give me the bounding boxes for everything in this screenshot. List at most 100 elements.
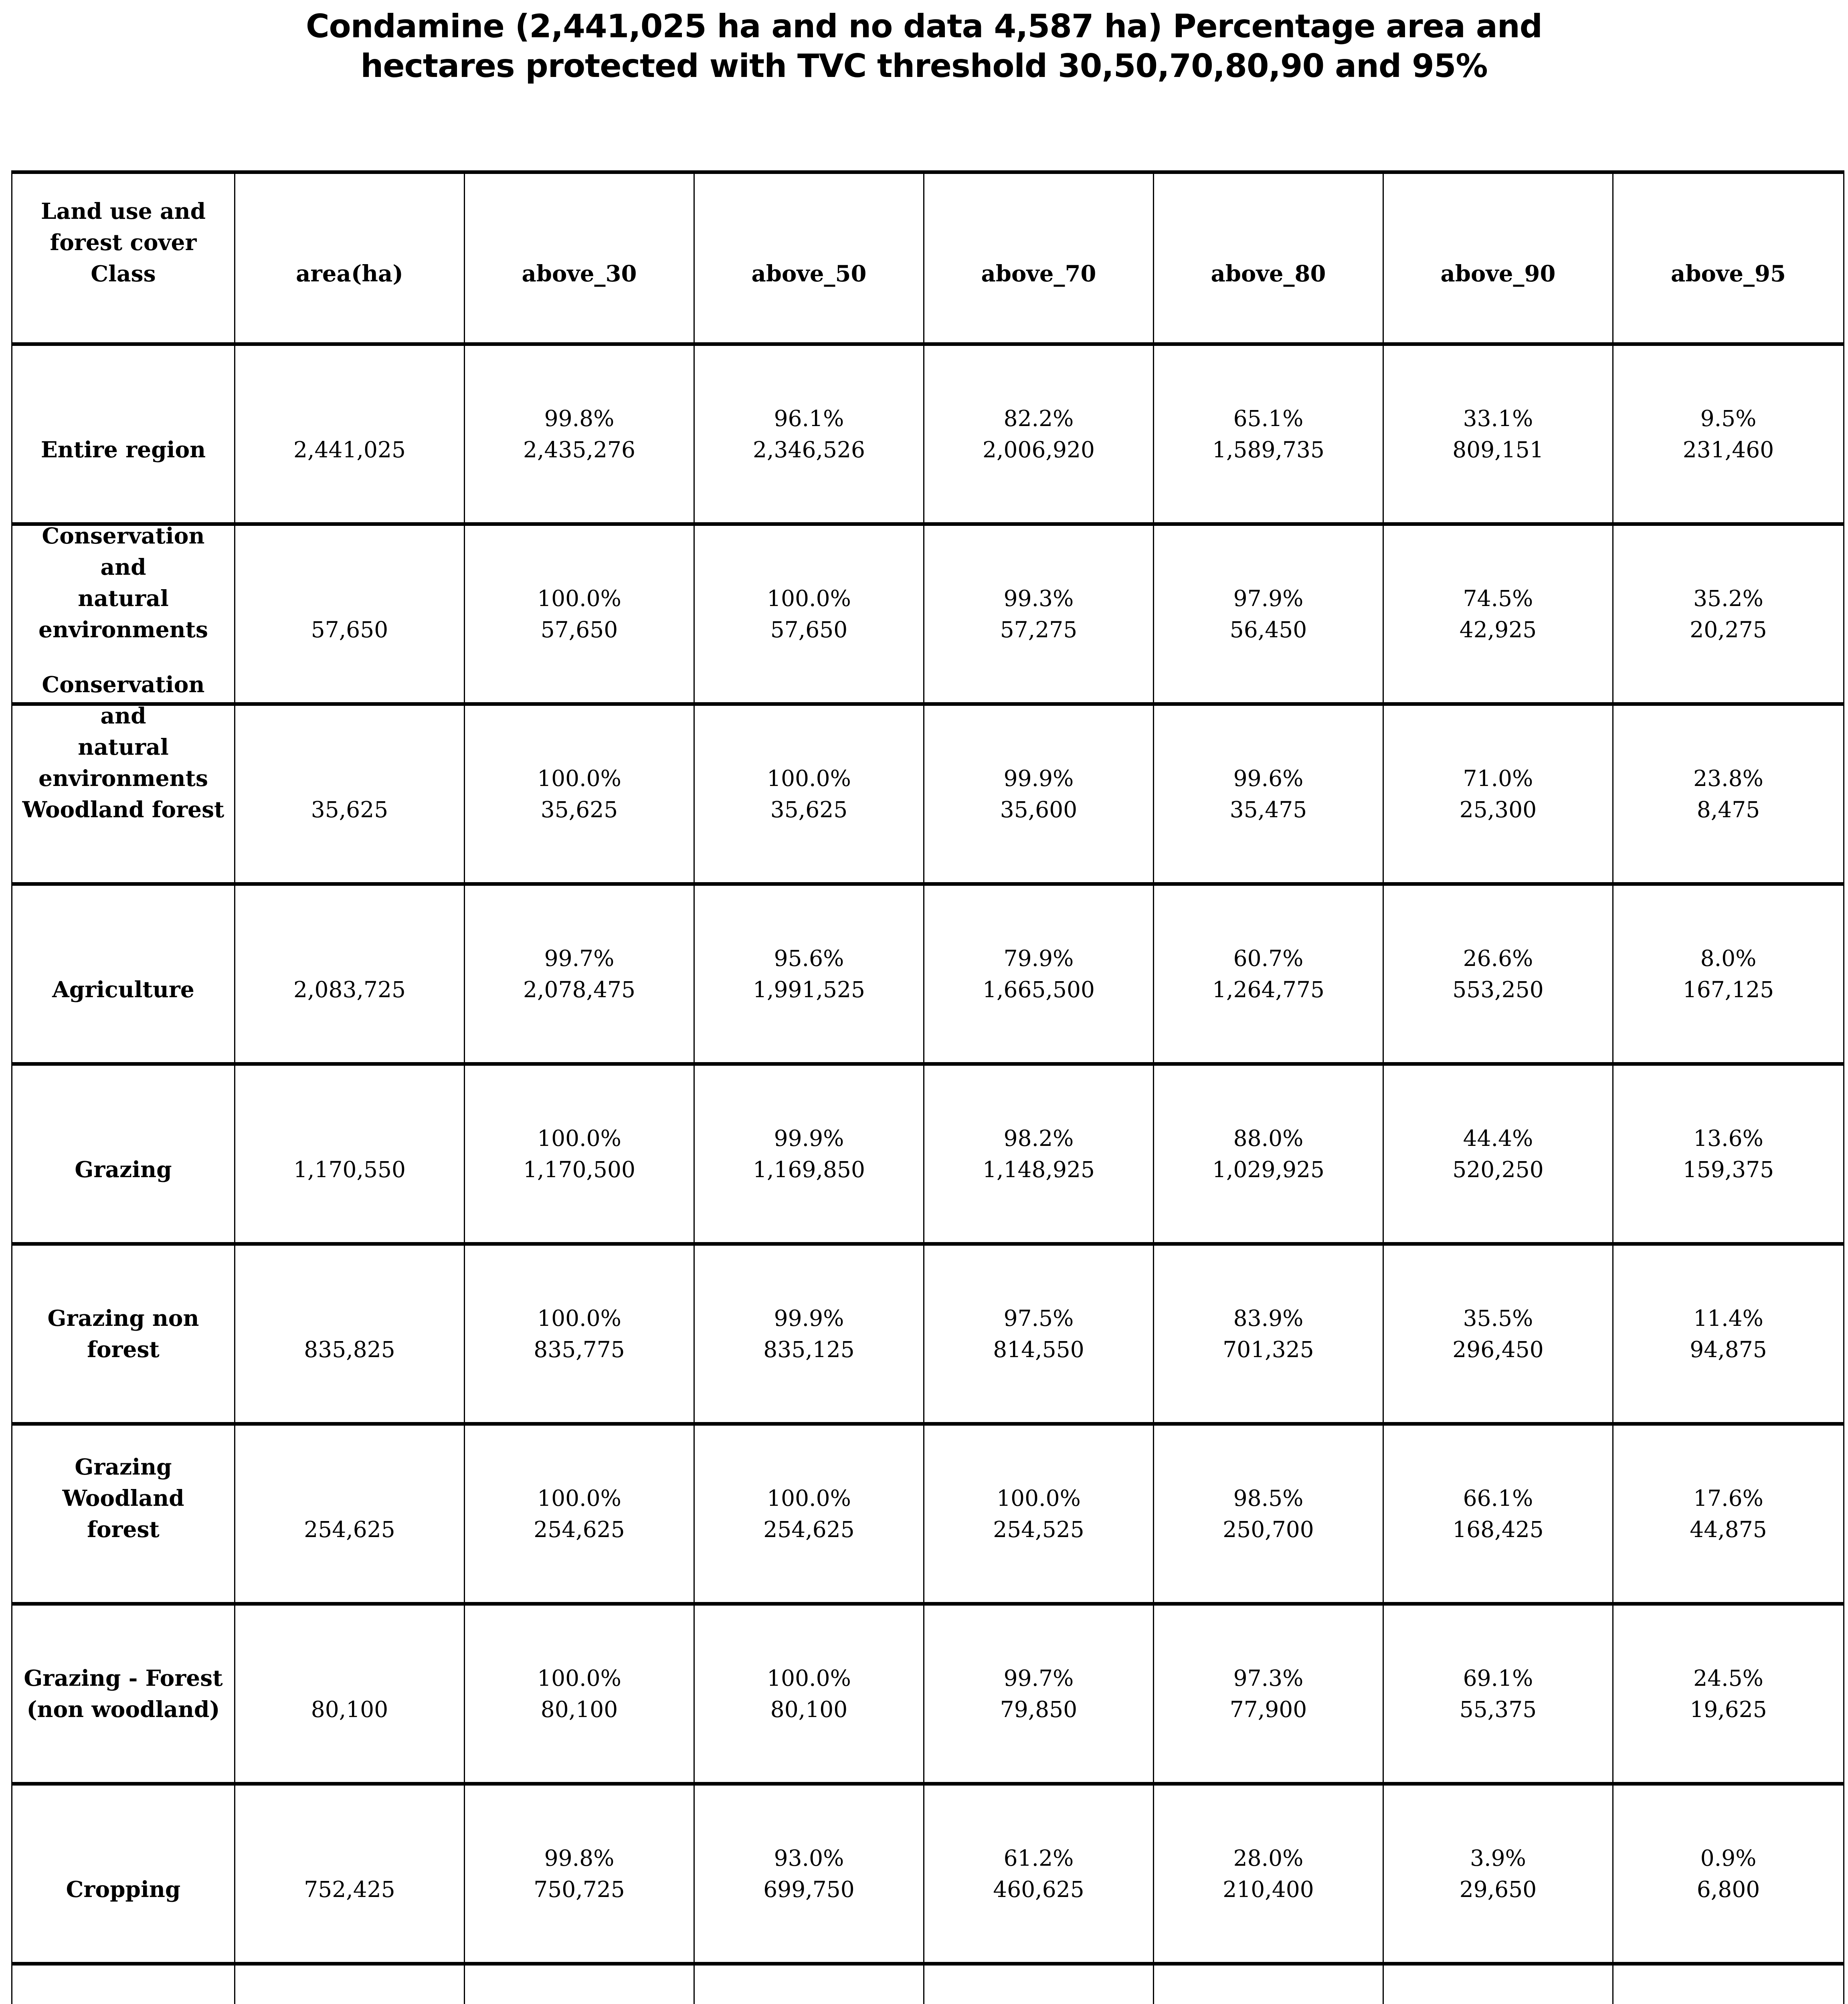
threshold-cell: 71.0% 25,300 [1384, 706, 1613, 882]
row-label: Agriculture [52, 976, 194, 1002]
table-row: Agriculture 2,083,725 99.7% 2,078,475 95.6% 1… [12, 882, 1843, 1062]
threshold-cell: 2.1%3,325 [1384, 1966, 1613, 2004]
pct-value: 8.0% [1700, 945, 1757, 971]
pct-value: 82.2% [1003, 406, 1074, 431]
row-label-cell: Grazing [12, 1066, 235, 1242]
column-header: above_95 [1671, 261, 1786, 287]
column-header: above_50 [751, 261, 867, 287]
pct-value: 100.0% [537, 1665, 621, 1691]
threshold-cell: 66.1% 168,425 [1384, 1426, 1613, 1602]
pct-value: 100.0% [537, 1485, 621, 1511]
ha-value: 2,006,920 [983, 437, 1095, 463]
ha-value: 701,325 [1223, 1337, 1314, 1362]
ha-value: 1,589,735 [1212, 437, 1324, 463]
ha-value: 553,250 [1452, 977, 1544, 1002]
ha-value: 57,650 [540, 617, 618, 642]
pct-value: 100.0% [537, 766, 621, 791]
column-header: above_70 [981, 261, 1096, 287]
pct-value: 97.5% [1003, 1305, 1074, 1331]
ha-value: 42,925 [1459, 617, 1537, 642]
ha-value: 159,375 [1682, 1157, 1774, 1182]
area-cell: 1,170,550 [235, 1066, 465, 1242]
pct-value: 100.0% [537, 1125, 621, 1151]
ha-value: 2,435,276 [523, 437, 635, 463]
threshold-cell: 99.7% 79,850 [924, 1606, 1154, 1782]
ha-value: 94,875 [1690, 1337, 1767, 1362]
header-cell-above95: above_95 [1613, 174, 1843, 342]
pct-value: 11.4% [1693, 1305, 1763, 1331]
threshold-cell: 99.6% 35,475 [1154, 706, 1384, 882]
row-label: Conservation and natural environments Wo… [22, 671, 224, 822]
threshold-cell: 28.0% 210,400 [1154, 1786, 1384, 1962]
threshold-cell: 83.9% 701,325 [1154, 1246, 1384, 1422]
page-title: Condamine (2,441,025 ha and no data 4,58… [305, 8, 1543, 85]
area-cell: 2,441,025 [235, 346, 465, 522]
pct-value: 100.0% [767, 1665, 851, 1691]
ha-value: 1,169,850 [753, 1157, 865, 1182]
pct-value: 9.5% [1700, 406, 1757, 431]
ha-value: 2,078,475 [523, 977, 635, 1002]
threshold-cell: 88.0% 1,029,925 [1154, 1066, 1384, 1242]
table-row: Grazing 1,170,550 100.0% 1,170,500 99.9% 1,16… [12, 1062, 1843, 1242]
pct-value: 35.5% [1463, 1305, 1533, 1331]
ha-value: 1,264,775 [1212, 977, 1324, 1002]
pct-value: 33.1% [1463, 406, 1533, 431]
header-cell-above70: above_70 [924, 174, 1154, 342]
pct-value: 61.2% [1003, 1845, 1074, 1871]
area-cell: 752,425 [235, 1786, 465, 1962]
threshold-cell: 61.2% 460,625 [924, 1786, 1154, 1962]
ha-value: 210,400 [1223, 1877, 1314, 1902]
pct-value: 99.8% [544, 406, 615, 431]
area-cell: 57,650 [235, 526, 465, 702]
row-label-cell: Conservation and natural environments [12, 523, 235, 702]
header-cell-above30: above_30 [465, 174, 695, 342]
pct-value: 71.0% [1463, 766, 1533, 791]
table-row: Conservation and natural environments Wo… [12, 671, 1843, 882]
threshold-cell: 100.0% 254,625 [695, 1426, 924, 1602]
pct-value: 3.9% [1470, 1845, 1526, 1871]
threshold-cell: 99.7% 2,078,475 [465, 886, 695, 1062]
area-value: 2,441,025 [293, 437, 406, 463]
pct-value: 99.9% [774, 1125, 844, 1151]
threshold-cell: 35.2% 20,275 [1613, 526, 1843, 702]
row-label-cell: Cropping [12, 1786, 235, 1962]
threshold-cell: 33.1% 809,151 [1384, 346, 1613, 522]
ha-value: 296,450 [1452, 1337, 1544, 1362]
table-row: Grazing - Forest (non woodland) 80,100 100… [12, 1602, 1843, 1782]
pct-value: 13.6% [1693, 1125, 1763, 1151]
ha-value: 44,875 [1690, 1517, 1767, 1542]
ha-value: 1,029,925 [1212, 1157, 1324, 1182]
ha-value: 835,125 [763, 1337, 855, 1362]
threshold-cell: 0.9% 6,800 [1613, 1786, 1843, 1962]
ha-value: 29,650 [1459, 1877, 1537, 1902]
threshold-cell: 100.0% 835,775 [465, 1246, 695, 1422]
ha-value: 8,475 [1696, 797, 1760, 822]
ha-value: 254,525 [993, 1517, 1084, 1542]
threshold-cell: 97.8%156,975 [465, 1966, 695, 2004]
row-label: Grazing [75, 1156, 172, 1182]
table-body: Entire region 2,441,025 99.8% 2,435,276 96.1… [12, 342, 1843, 2004]
column-header: above_30 [522, 261, 637, 287]
threshold-cell: 65.1% 1,589,735 [1154, 346, 1384, 522]
column-header: area(ha) [296, 261, 403, 287]
pct-value: 98.2% [1003, 1125, 1074, 1151]
threshold-cell: 98.5% 250,700 [1154, 1426, 1384, 1602]
threshold-cell: 99.8% 2,435,276 [465, 346, 695, 522]
column-header: above_90 [1440, 261, 1556, 287]
threshold-cell: 100.0% 254,625 [465, 1426, 695, 1602]
area-value: 835,825 [304, 1337, 395, 1362]
pct-value: 44.4% [1463, 1125, 1533, 1151]
ha-value: 254,625 [534, 1517, 625, 1542]
pct-value: 24.5% [1693, 1665, 1763, 1691]
threshold-cell: 100.0% 35,625 [695, 706, 924, 882]
column-header: Land use and forest cover Class [40, 198, 206, 287]
pct-value: 100.0% [537, 1305, 621, 1331]
pct-value: 69.1% [1463, 1665, 1533, 1691]
threshold-cell: 100.0% 80,100 [465, 1606, 695, 1782]
header-cell-above80: above_80 [1154, 174, 1384, 342]
threshold-cell: 3.9% 29,650 [1384, 1786, 1613, 1962]
pct-value: 97.3% [1233, 1665, 1304, 1691]
ha-value: 57,650 [770, 617, 848, 642]
row-label: Conservation and natural environments [38, 523, 208, 642]
header-cell-class: Land use and forest cover Class [12, 174, 235, 342]
